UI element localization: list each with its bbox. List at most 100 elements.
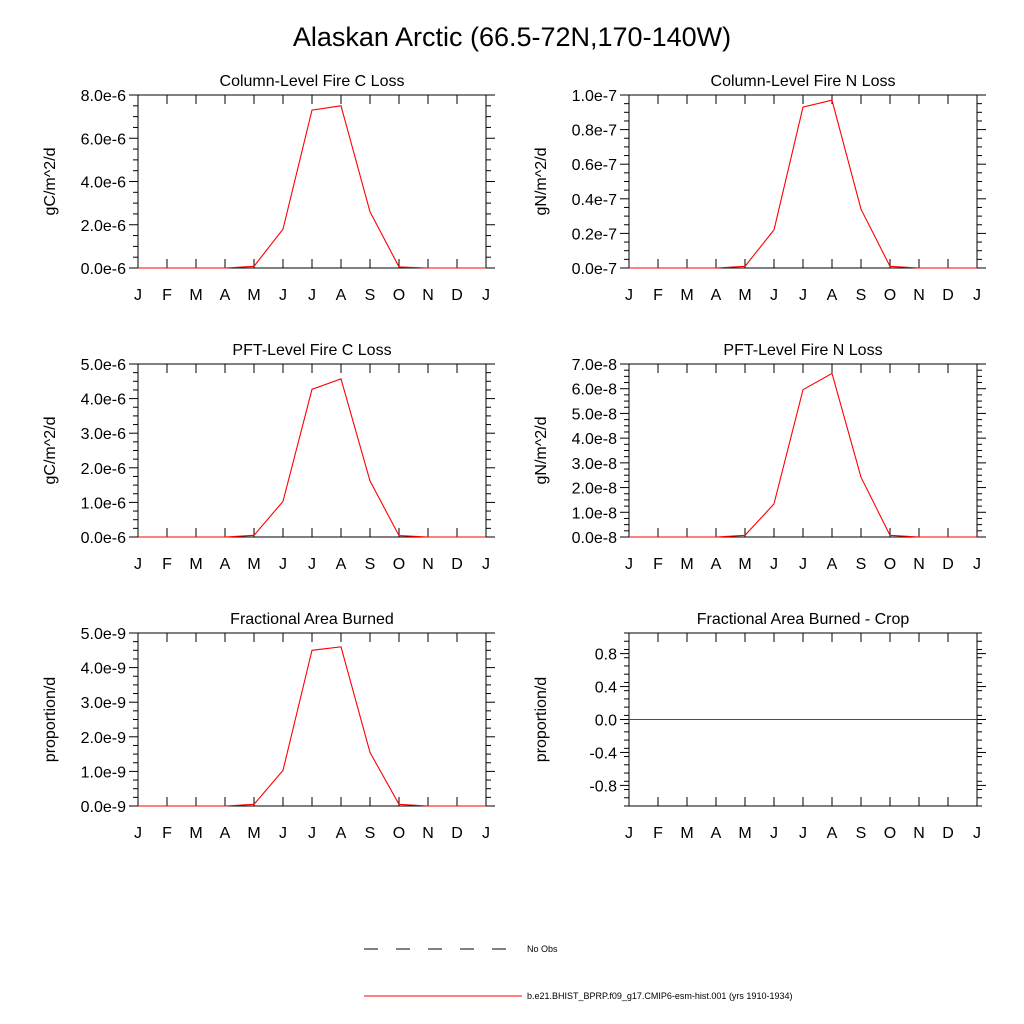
x-tick-label: J xyxy=(799,287,807,304)
x-tick-label: M xyxy=(680,287,693,304)
x-tick-label: N xyxy=(913,556,925,573)
legend: No Obs b.e21.BHIST_BPRP.f09_g17.CMIP6-esm… xyxy=(364,944,792,1001)
x-tick-label: D xyxy=(451,556,463,573)
x-tick-label: A xyxy=(711,287,722,304)
y-tick-label: 1.0e-7 xyxy=(572,88,617,105)
series-line-1 xyxy=(629,99,977,269)
x-tick-label: J xyxy=(625,556,633,573)
plot-frame xyxy=(628,94,978,269)
x-tick-label: A xyxy=(827,556,838,573)
x-tick-label: M xyxy=(738,287,751,304)
x-tick-label: J xyxy=(279,287,287,304)
series-line-1 xyxy=(138,378,486,538)
x-tick-label: O xyxy=(884,825,896,842)
x-tick-label: J xyxy=(482,287,490,304)
x-tick-label: F xyxy=(653,287,663,304)
x-tick-label: S xyxy=(365,287,376,304)
x-tick-label: J xyxy=(799,825,807,842)
x-tick-label: J xyxy=(625,825,633,842)
y-axis-label: gC/m^2/d xyxy=(42,417,59,485)
y-tick-label: 1.0e-9 xyxy=(81,764,126,781)
y-tick-label: 0.0e-6 xyxy=(81,530,126,547)
chart-title: Column-Level Fire C Loss xyxy=(220,73,405,90)
x-tick-label: F xyxy=(653,825,663,842)
y-tick-label: 0.8e-7 xyxy=(572,123,617,140)
x-tick-label: D xyxy=(451,825,463,842)
x-tick-label: M xyxy=(247,287,260,304)
x-tick-label: S xyxy=(365,556,376,573)
y-tick-label: 5.0e-6 xyxy=(81,357,126,374)
y-tick-label: 0.6e-7 xyxy=(572,157,617,174)
y-tick-label: 3.0e-9 xyxy=(81,695,126,712)
y-tick-label: 8.0e-6 xyxy=(81,88,126,105)
y-tick-label: 2.0e-6 xyxy=(81,461,126,478)
x-tick-label: D xyxy=(942,825,954,842)
y-tick-label: 2.0e-6 xyxy=(81,218,126,235)
plot-frame xyxy=(137,363,487,538)
x-tick-label: J xyxy=(799,556,807,573)
x-tick-label: A xyxy=(711,556,722,573)
x-tick-label: N xyxy=(422,287,434,304)
series-line-1 xyxy=(629,372,977,538)
x-tick-label: M xyxy=(247,825,260,842)
x-tick-label: J xyxy=(973,556,981,573)
x-tick-label: F xyxy=(162,287,172,304)
x-tick-label: O xyxy=(884,287,896,304)
x-tick-label: S xyxy=(856,556,867,573)
x-tick-label: N xyxy=(913,287,925,304)
chart-title: PFT-Level Fire N Loss xyxy=(723,342,882,359)
x-tick-label: M xyxy=(680,825,693,842)
y-axis-label: gN/m^2/d xyxy=(533,417,550,485)
y-tick-label: 0.0e-8 xyxy=(572,530,617,547)
y-tick-label: 5.0e-8 xyxy=(572,406,617,423)
x-tick-label: F xyxy=(162,825,172,842)
x-tick-label: M xyxy=(738,825,751,842)
x-tick-label: J xyxy=(134,825,142,842)
y-tick-label: -0.8 xyxy=(589,778,617,795)
x-tick-label: J xyxy=(770,556,778,573)
x-tick-label: M xyxy=(189,287,202,304)
x-tick-label: O xyxy=(393,287,405,304)
y-axis-label: proportion/d xyxy=(42,677,59,762)
x-tick-label: O xyxy=(393,825,405,842)
plot-frame xyxy=(137,632,487,807)
x-tick-label: J xyxy=(134,556,142,573)
x-tick-label: M xyxy=(189,825,202,842)
x-tick-label: S xyxy=(856,287,867,304)
x-tick-label: N xyxy=(422,825,434,842)
x-tick-label: J xyxy=(134,287,142,304)
y-tick-label: 0.2e-7 xyxy=(572,226,617,243)
x-tick-label: A xyxy=(711,825,722,842)
plot-frame xyxy=(137,94,487,269)
y-tick-label: 5.0e-9 xyxy=(81,626,126,643)
y-axis-label: proportion/d xyxy=(533,677,550,762)
x-tick-label: N xyxy=(422,556,434,573)
x-tick-label: J xyxy=(973,825,981,842)
y-tick-label: 1.0e-8 xyxy=(572,505,617,522)
x-tick-label: D xyxy=(942,287,954,304)
x-tick-label: J xyxy=(482,556,490,573)
x-tick-label: J xyxy=(482,825,490,842)
x-tick-label: A xyxy=(827,287,838,304)
y-tick-label: 2.0e-9 xyxy=(81,730,126,747)
x-tick-label: O xyxy=(393,556,405,573)
x-tick-label: D xyxy=(451,287,463,304)
figure-title: Alaskan Arctic (66.5-72N,170-140W) xyxy=(292,22,732,52)
chart-title: Fractional Area Burned xyxy=(230,611,394,628)
x-tick-label: J xyxy=(770,825,778,842)
x-tick-label: N xyxy=(913,825,925,842)
x-tick-label: A xyxy=(220,556,231,573)
x-tick-label: M xyxy=(247,556,260,573)
x-tick-label: A xyxy=(336,287,347,304)
x-tick-label: M xyxy=(680,556,693,573)
y-axis-label: gN/m^2/d xyxy=(533,148,550,216)
y-tick-label: 0.0 xyxy=(595,713,617,730)
series-line-1 xyxy=(138,646,486,807)
x-tick-label: O xyxy=(884,556,896,573)
y-tick-label: 4.0e-6 xyxy=(81,175,126,192)
chart-title: PFT-Level Fire C Loss xyxy=(232,342,391,359)
x-tick-label: A xyxy=(220,287,231,304)
y-tick-label: 0.0e-6 xyxy=(81,261,126,278)
